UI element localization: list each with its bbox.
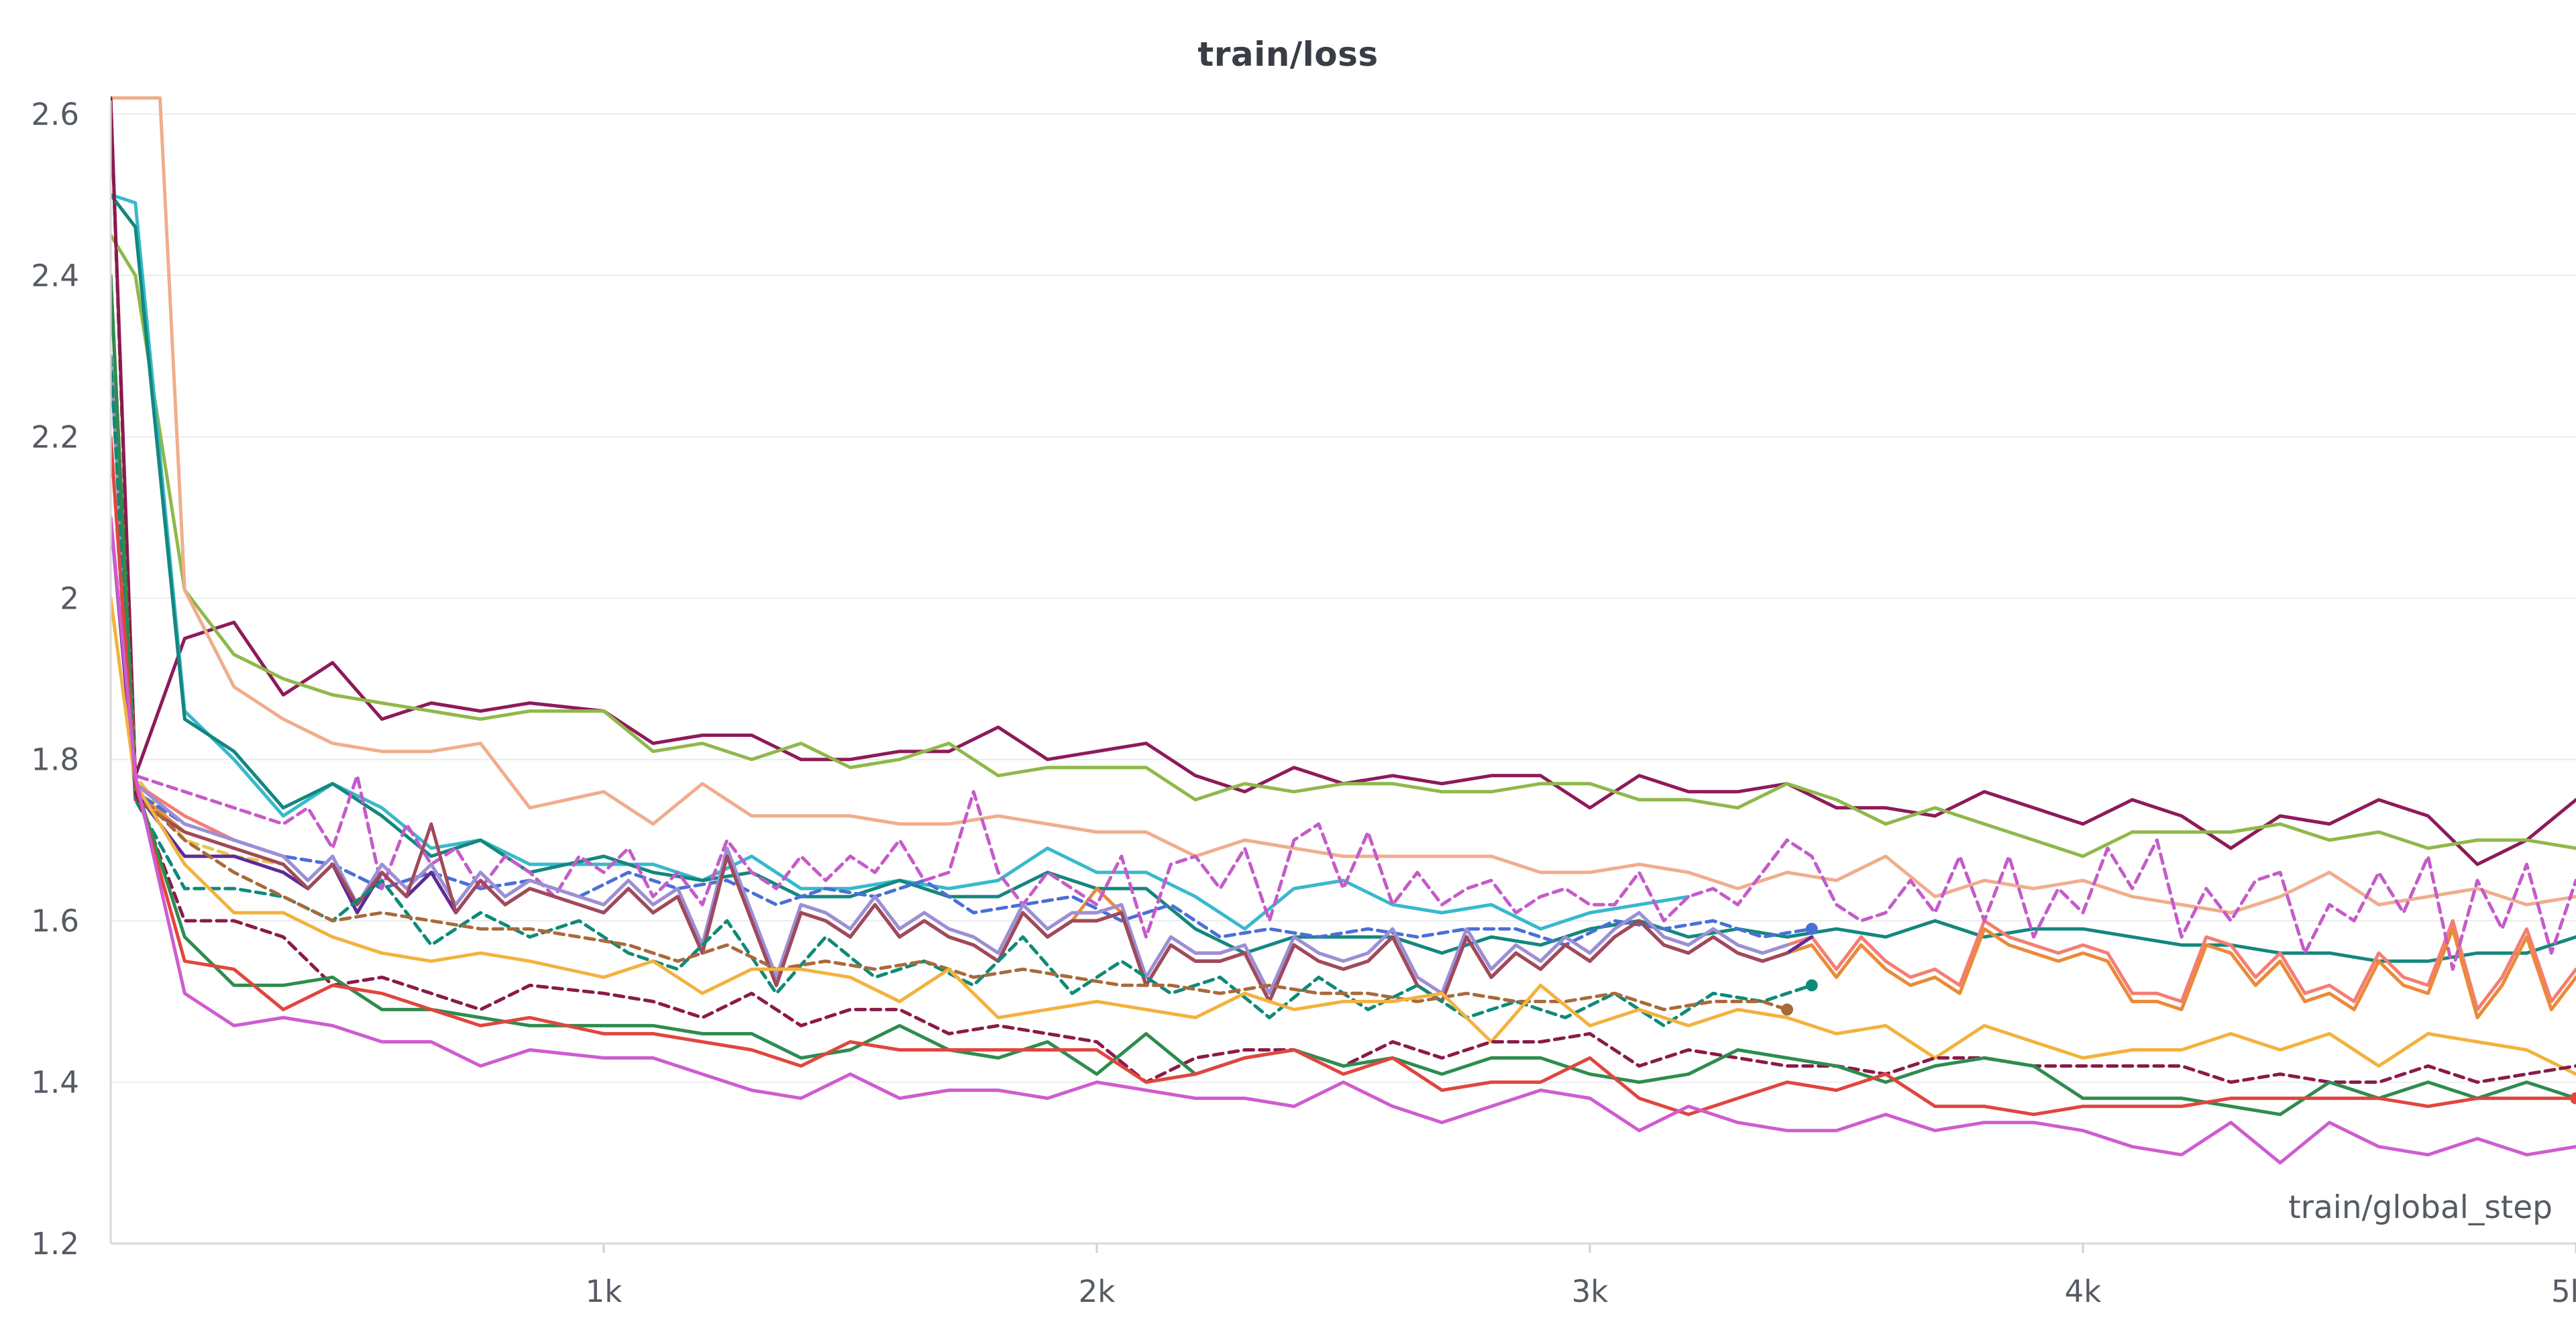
series-line-17[interactable]: [111, 96, 2576, 1084]
series-end-marker-15: [1781, 1003, 1793, 1016]
series-end-marker-19: [2570, 1092, 2576, 1105]
series-end-markers: [1781, 923, 2576, 1105]
series-line-16[interactable]: [111, 596, 2576, 1076]
series-line-3[interactable]: [111, 96, 2576, 915]
series-lines: [111, 96, 2576, 1165]
series-line-1[interactable]: [111, 96, 2576, 866]
y-tick-label: 2: [60, 580, 79, 616]
series-line-15[interactable]: [111, 435, 1789, 1011]
x-axis-title: train/global_step: [2288, 1189, 2553, 1226]
y-tick-label: 2.4: [31, 258, 79, 293]
x-tick-label: 4k: [2065, 1274, 2102, 1309]
x-tick-label: 1k: [586, 1274, 623, 1309]
series-line-13[interactable]: [111, 273, 1789, 1003]
y-tick-label: 1.4: [31, 1065, 79, 1101]
series-line-10[interactable]: [111, 515, 2576, 971]
grid-lines: [111, 113, 2576, 1083]
y-tick-label: 1.8: [31, 742, 79, 778]
x-tick-label: 5k: [2551, 1274, 2576, 1309]
y-tick-label: 2.2: [31, 419, 79, 455]
x-tick-label: 2k: [1079, 1274, 1116, 1309]
series-line-8[interactable]: [111, 354, 2576, 1019]
y-tick-label: 2.6: [31, 97, 79, 132]
series-line-4[interactable]: [111, 193, 1690, 931]
y-tick-label: 1.2: [31, 1226, 79, 1262]
y-tick-label: 1.6: [31, 903, 79, 939]
series-line-6[interactable]: [111, 273, 2576, 1019]
series-line-20[interactable]: [111, 515, 2576, 1165]
x-tick-label: 3k: [1572, 1274, 1609, 1309]
series-line-19[interactable]: [111, 435, 2576, 1117]
series-line-2[interactable]: [111, 233, 2576, 858]
series-end-marker-9: [1805, 923, 1818, 935]
tick-labels: 1.2 1.4 1.6 1.8 2 2.2 2.4 2.6 1k 2k 3k 4k 5k: [31, 97, 2576, 1309]
x-axis-title-group: train/global_step: [2261, 1180, 2563, 1230]
x-axis-title-background: [2261, 1180, 2563, 1230]
series-line-5[interactable]: [111, 193, 2576, 963]
series-end-marker-14: [1805, 979, 1818, 992]
axes: [109, 101, 2576, 1253]
series-line-7[interactable]: [111, 435, 2576, 1011]
chart-title: train/loss: [1197, 35, 1379, 74]
series-line-9[interactable]: [111, 354, 1814, 947]
series-line-18[interactable]: [111, 273, 2576, 1117]
